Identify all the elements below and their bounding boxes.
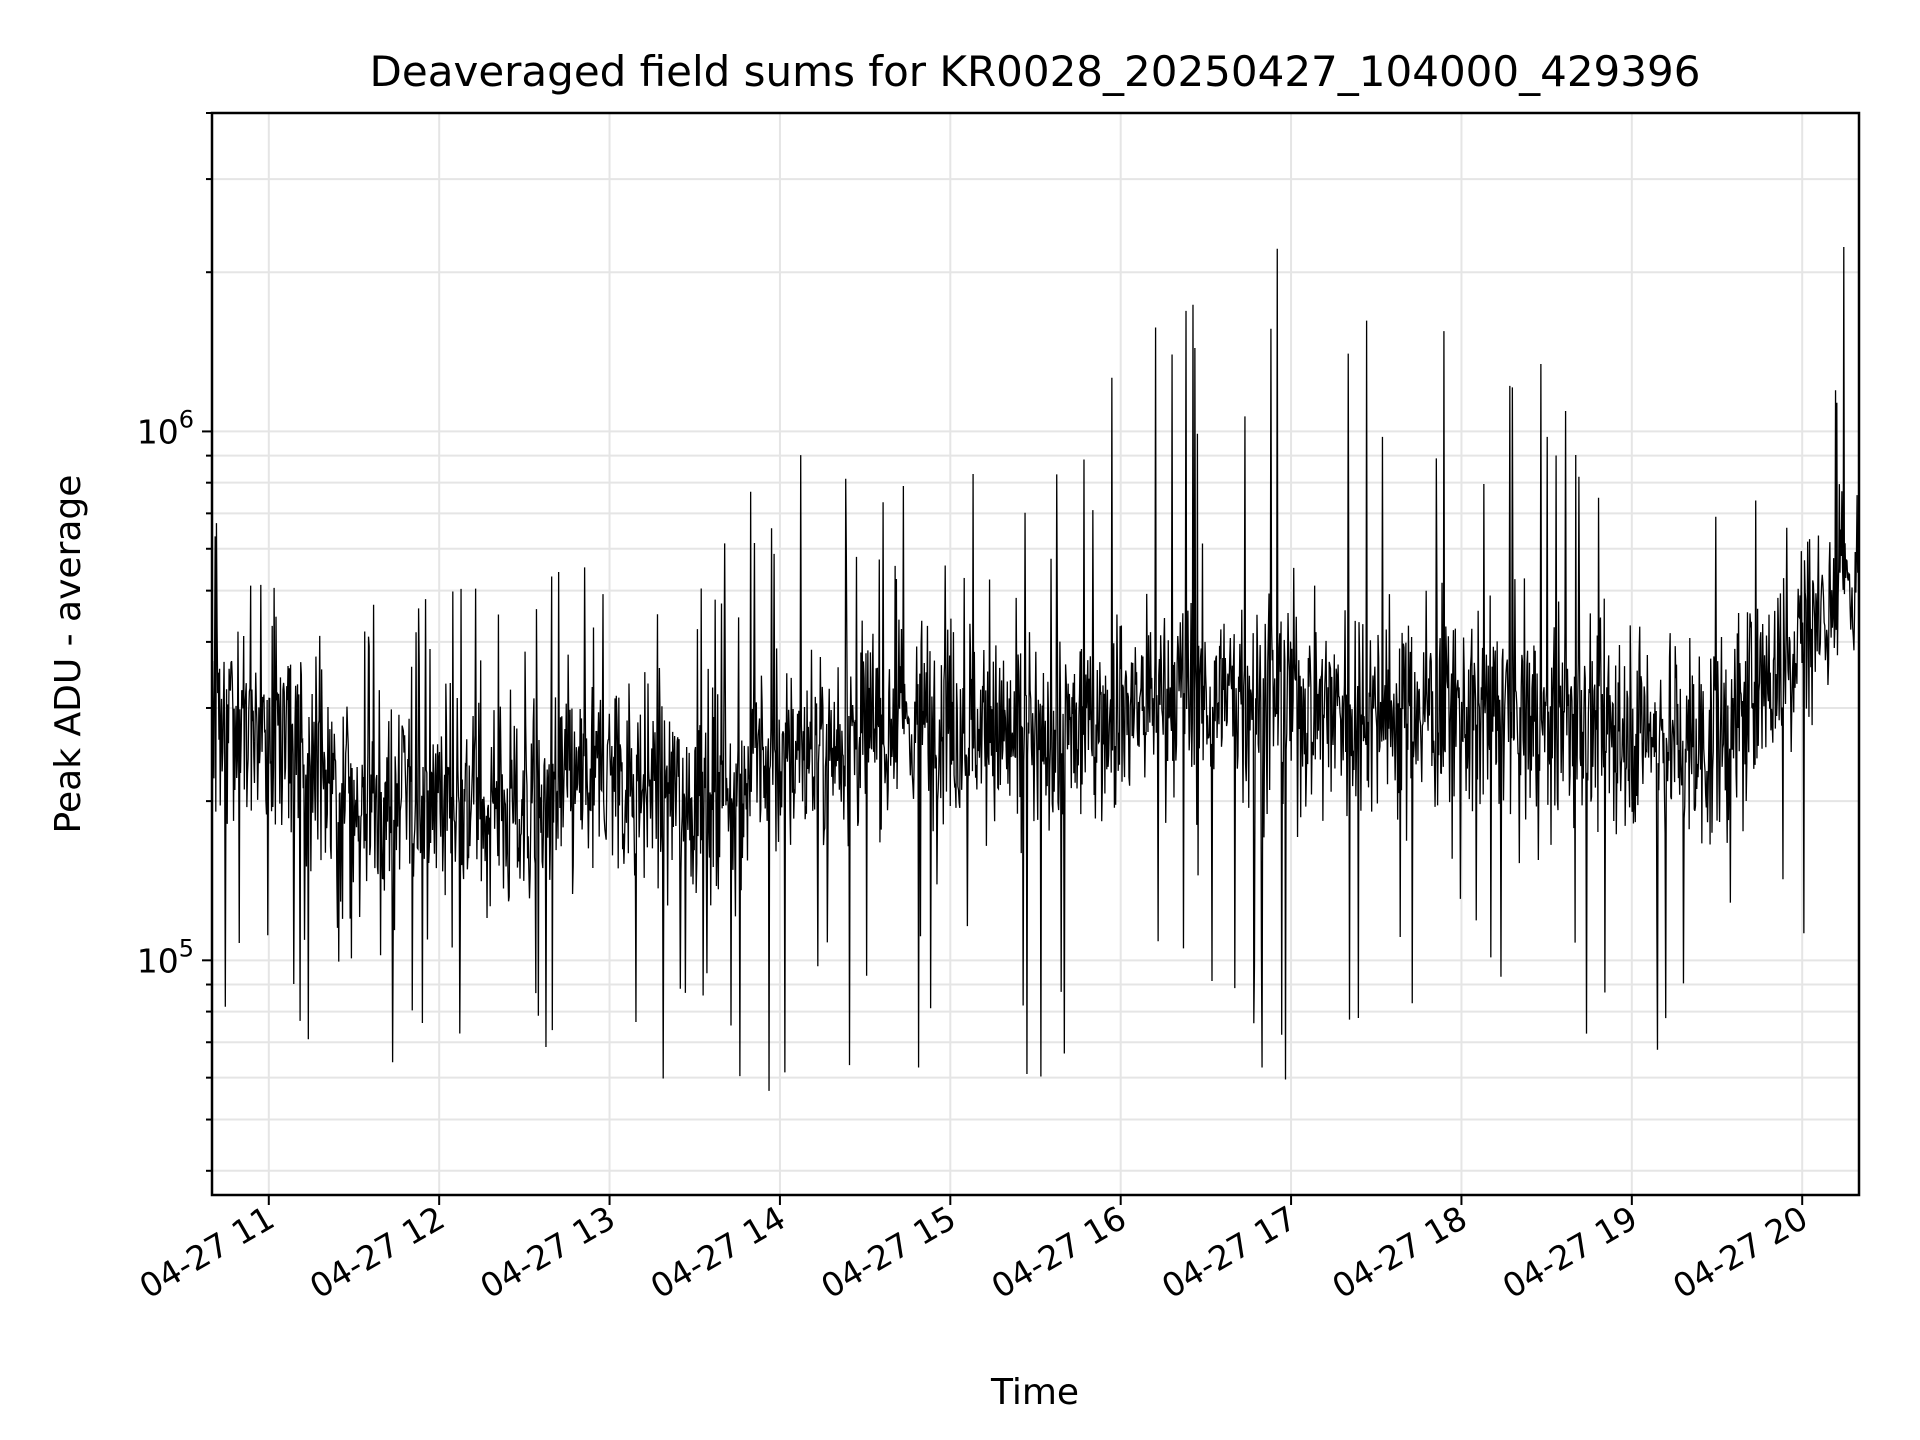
y-tick-label: 105 <box>137 934 194 980</box>
y-tick-label: 106 <box>137 405 194 451</box>
x-tick-label: 04-27 14 <box>644 1198 792 1306</box>
series-line <box>211 247 1860 1091</box>
chart-title: Deaveraged field sums for KR0028_2025042… <box>370 47 1701 96</box>
plot-frame <box>210 111 1861 1197</box>
data-layer <box>211 247 1860 1091</box>
x-tick-label: 04-27 16 <box>985 1198 1133 1306</box>
x-tick-label: 04-27 18 <box>1325 1198 1473 1306</box>
x-axis-label: Time <box>990 1372 1079 1413</box>
y-axis-label: Peak ADU - average <box>48 475 89 834</box>
x-tick-label: 04-27 20 <box>1666 1198 1814 1306</box>
x-tick-label: 04-27 19 <box>1496 1198 1644 1306</box>
x-tick-label: 04-27 17 <box>1155 1198 1303 1306</box>
x-tick-label: 04-27 13 <box>474 1198 622 1306</box>
x-tick-label: 04-27 12 <box>303 1198 451 1306</box>
x-tick-label: 04-27 15 <box>814 1198 962 1306</box>
x-tick-label: 04-27 11 <box>133 1198 281 1306</box>
